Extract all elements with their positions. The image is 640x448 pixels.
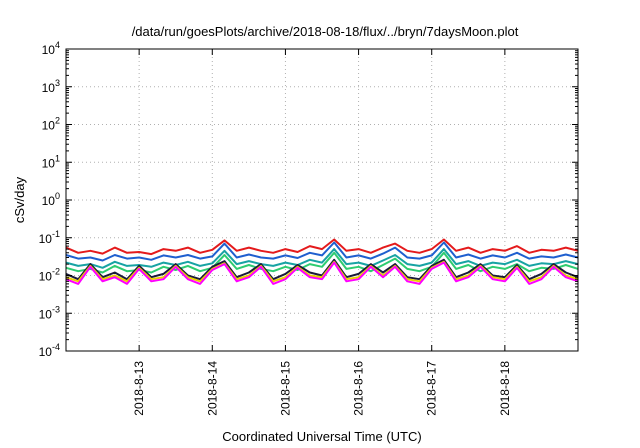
x-tick-label: 2018-8-16 [352,361,366,416]
y-tick-label: 103 [42,78,60,95]
x-tick-label: 2018-8-17 [425,361,439,416]
y-tick-label: 10-3 [39,304,60,321]
x-tick-label: 2018-8-15 [278,361,292,416]
y-tick-label: 10-1 [39,229,60,246]
series-line-5 [65,258,579,281]
grid [66,49,578,351]
y-tick-label: 104 [42,40,60,57]
x-tick-label: 2018-8-18 [498,361,512,416]
ticks: 104 103 102 101 100 10-1 10-2 10-3 10-4 2018-8-13… [39,40,578,416]
series-line-2 [65,241,579,262]
y-tick-label: 10-4 [39,342,60,359]
x-tick-label: 2018-8-14 [205,361,219,416]
series-line-4 [65,251,579,274]
y-tick-label: 102 [42,116,60,133]
series-line-1 [65,238,579,256]
y-tick-label: 10-2 [39,267,60,284]
y-axis-label: cSv/day [12,176,27,223]
series-line-6 [65,260,579,283]
series-line-7 [65,261,579,285]
y-tick-label: 101 [42,153,60,170]
chart-title: /data/run/goesPlots/archive/2018-08-18/f… [132,24,519,39]
y-tick-label: 100 [42,191,60,208]
series-layer [65,238,579,285]
series-line-3 [65,248,579,269]
x-axis-label: Coordinated Universal Time (UTC) [222,429,421,444]
x-tick-label: 2018-8-13 [132,361,146,416]
